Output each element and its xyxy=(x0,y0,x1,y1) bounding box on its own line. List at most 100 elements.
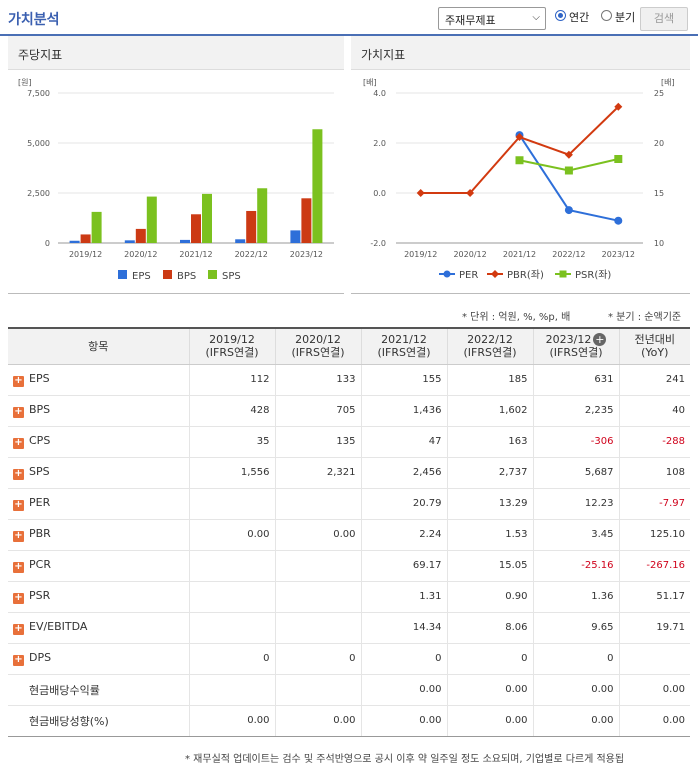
valuation-panel: 가치지표 [배] [배] -2.0 0.0 2.0 4.0 10 15 20 25 2019/12 2… xyxy=(351,36,690,294)
legend-label: PER xyxy=(459,270,478,281)
valuation-table: 항목 2019/12 (IFRS연결) 2020/12 (IFRS연결) 2021/… xyxy=(8,327,690,737)
y-tick-label: 0 xyxy=(45,239,50,248)
annual-radio[interactable] xyxy=(555,10,566,21)
quarter-radio-label[interactable]: 분기 xyxy=(615,11,636,24)
bar-eps xyxy=(69,240,80,243)
column-header: 2022/12 (IFRS연결) xyxy=(446,327,533,365)
value-cell: 0.00 xyxy=(360,705,447,737)
row-label-cell[interactable]: + SPS xyxy=(8,457,189,489)
value-cell: 0.00 xyxy=(188,519,275,551)
page-title: 가치분석 xyxy=(8,12,60,28)
item-column-header: 항목 xyxy=(8,327,189,365)
row-label-cell[interactable]: + PER xyxy=(8,488,189,520)
row-label-cell[interactable]: + PCR xyxy=(8,550,189,582)
value-cell: 2,456 xyxy=(360,457,447,489)
statement-type-select[interactable]: 주재무제표 ⌵ xyxy=(438,7,546,30)
expand-plus-icon[interactable]: + xyxy=(13,530,24,542)
bar-bps xyxy=(135,228,146,243)
row-label: CPS xyxy=(29,434,51,447)
table-row: + PSR 1.31 0.90 1.36 51.17 xyxy=(8,581,690,613)
value-cell: -306 xyxy=(532,426,619,458)
expand-plus-icon[interactable]: + xyxy=(13,592,24,604)
expand-plus-icon[interactable]: + xyxy=(13,437,24,449)
x-tick-label: 2019/12 xyxy=(404,250,437,259)
value-cell xyxy=(188,488,275,520)
left-axis-unit: [배] xyxy=(363,78,377,87)
expand-plus-icon[interactable]: + xyxy=(13,406,24,418)
bar-eps xyxy=(290,230,301,243)
value-cell: 3.45 xyxy=(532,519,619,551)
expand-plus-icon[interactable]: + xyxy=(13,561,24,573)
search-button[interactable]: 검색 xyxy=(640,7,688,31)
data-point xyxy=(614,155,623,163)
per-share-panel: 주당지표 [원] 0 2,500 5,000 7,500 2019/12 2020/12 20… xyxy=(8,36,344,294)
row-label: 현금배당수익률 xyxy=(29,683,100,697)
bar-sps xyxy=(257,188,268,243)
expand-plus-icon[interactable]: + xyxy=(13,375,24,387)
x-tick-label: 2022/12 xyxy=(552,250,585,259)
value-cell: 0.00 xyxy=(446,674,533,706)
table-row: + EPS 112 133 155 185 631 241 xyxy=(8,364,690,396)
y-axis-unit: [원] xyxy=(18,78,32,87)
table-row: 현금배당수익률 0.00 0.00 0.00 0.00 xyxy=(8,674,690,706)
value-cell: 0.00 xyxy=(360,674,447,706)
column-header: 2019/12 (IFRS연결) xyxy=(188,327,275,365)
row-label: BPS xyxy=(29,403,51,416)
quarter-radio[interactable] xyxy=(601,10,612,21)
bar-bps xyxy=(301,198,312,243)
value-cell: 15.05 xyxy=(446,550,533,582)
value-cell: 2,737 xyxy=(446,457,533,489)
legend-marker xyxy=(443,270,451,278)
data-point xyxy=(466,189,475,197)
value-cell xyxy=(274,488,361,520)
row-label-cell[interactable]: + PBR xyxy=(8,519,189,551)
row-label-cell[interactable]: + EV/EBITDA xyxy=(8,612,189,644)
table-row: + DPS 0 0 0 0 0 xyxy=(8,643,690,675)
value-cell: 1.53 xyxy=(446,519,533,551)
value-cell: -267.16 xyxy=(618,550,690,582)
data-point xyxy=(614,102,623,111)
value-cell: 1.36 xyxy=(532,581,619,613)
footer-note: * 재무실적 업데이트는 검수 및 주석반영으로 공시 이후 약 일주일 정도 … xyxy=(185,754,625,765)
right-y-tick-label: 15 xyxy=(654,189,664,198)
x-tick-label: 2021/12 xyxy=(179,250,212,259)
value-cell: -288 xyxy=(618,426,690,458)
x-tick-label: 2023/12 xyxy=(290,250,323,259)
legend-marker xyxy=(491,270,499,278)
expand-plus-icon[interactable]: + xyxy=(13,623,24,635)
bar-eps xyxy=(180,239,190,243)
value-cell xyxy=(274,581,361,613)
per-share-bar-chart: [원] 0 2,500 5,000 7,500 2019/12 2020/12 2021/12… xyxy=(18,78,334,282)
value-cell: 69.17 xyxy=(360,550,447,582)
row-label-cell: 현금배당성향(%) xyxy=(8,705,189,737)
value-cell: 2,321 xyxy=(274,457,361,489)
value-cell: 0.00 xyxy=(532,705,619,737)
bar-bps xyxy=(191,214,201,243)
row-label-cell[interactable]: + EPS xyxy=(8,364,189,396)
top-bar: 가치분석 주재무제표 ⌵ 연간 분기 검색 xyxy=(0,0,698,36)
bar-bps xyxy=(80,234,91,243)
data-point xyxy=(416,189,425,197)
column-header: 2021/12 (IFRS연결) xyxy=(360,327,447,365)
row-label-cell[interactable]: + DPS xyxy=(8,643,189,675)
value-cell: 155 xyxy=(360,364,447,396)
row-label-cell[interactable]: + CPS xyxy=(8,426,189,458)
legend-swatch xyxy=(208,270,217,279)
add-column-icon[interactable]: + xyxy=(593,333,607,347)
chevron-down-icon: ⌵ xyxy=(532,12,540,23)
expand-plus-icon[interactable]: + xyxy=(13,499,24,511)
series-line-pbr xyxy=(420,106,619,194)
value-cell xyxy=(274,612,361,644)
expand-plus-icon[interactable]: + xyxy=(13,468,24,480)
annual-radio-label[interactable]: 연간 xyxy=(569,11,590,24)
row-label-cell[interactable]: + BPS xyxy=(8,395,189,427)
value-cell xyxy=(188,612,275,644)
value-cell: 0 xyxy=(274,643,361,675)
value-cell: 0.00 xyxy=(274,705,361,737)
unit-note: * 단위 : 억원, %, %p, 배 xyxy=(462,312,571,323)
x-tick-label: 2021/12 xyxy=(503,250,536,259)
data-point xyxy=(564,206,573,215)
bar-eps xyxy=(124,240,135,243)
expand-plus-icon[interactable]: + xyxy=(13,654,24,666)
row-label-cell[interactable]: + PSR xyxy=(8,581,189,613)
